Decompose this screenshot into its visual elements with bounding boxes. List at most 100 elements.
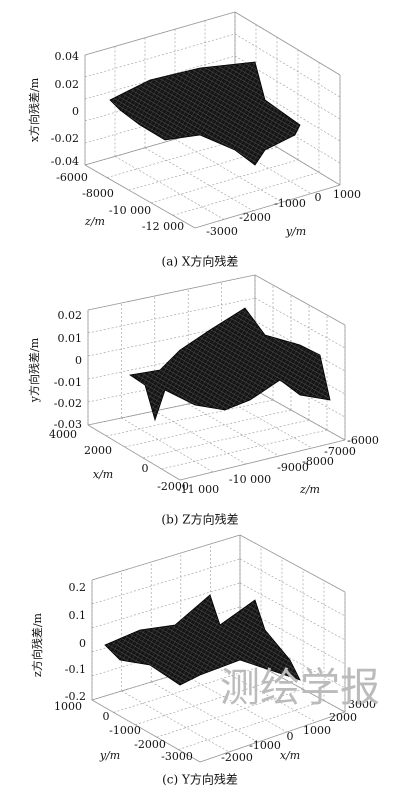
wall-grid bbox=[87, 297, 256, 334]
z-tick-label: 0.2 bbox=[69, 581, 87, 594]
right-tick-label: 2000 bbox=[329, 711, 357, 724]
right-tick-label: -3000 bbox=[206, 225, 238, 238]
left-tick-label: -8000 bbox=[82, 187, 114, 200]
box-edge bbox=[91, 534, 241, 581]
floor-grid bbox=[150, 159, 299, 204]
right-tick-label: 0 bbox=[287, 730, 294, 743]
right-tick-label: -10 000 bbox=[229, 473, 271, 486]
z-tick-label: 0.01 bbox=[58, 332, 83, 345]
right-axis-label: y/m bbox=[285, 225, 306, 238]
z-axis-label: x方向残差/m bbox=[27, 77, 41, 142]
wall-grid bbox=[91, 558, 241, 605]
z-tick-label: 0.1 bbox=[69, 609, 87, 622]
caption: (b) Z方向残差 bbox=[161, 512, 238, 527]
left-tick-label: -2000 bbox=[157, 480, 189, 493]
right-tick-label: -2000 bbox=[221, 751, 253, 764]
wall-grid bbox=[254, 320, 346, 372]
left-tick-label: 0 bbox=[103, 710, 110, 723]
right-tick-label: 1000 bbox=[333, 188, 361, 201]
z-tick-label: -0.2 bbox=[65, 690, 86, 703]
caption: (c) Y方向残差 bbox=[162, 772, 238, 787]
z-tick-label: 0 bbox=[79, 637, 86, 650]
z-axis-label: y方向残差/m bbox=[27, 337, 41, 403]
z-tick-label: 0.04 bbox=[55, 50, 80, 63]
left-axis-label: x/m bbox=[93, 468, 113, 481]
left-tick-label: -10 000 bbox=[109, 204, 151, 217]
box-edge bbox=[91, 699, 201, 763]
left-tick-label: 2000 bbox=[84, 444, 112, 457]
box-edge bbox=[234, 11, 341, 76]
left-tick-label: -2000 bbox=[134, 738, 166, 751]
wall-grid bbox=[87, 320, 256, 357]
floor-grid bbox=[188, 403, 280, 457]
floor-grid bbox=[174, 138, 283, 203]
z-tick-label: -0.04 bbox=[51, 155, 79, 168]
floor-grid bbox=[124, 409, 292, 448]
left-tick-label: 4000 bbox=[49, 428, 77, 441]
box-edge bbox=[199, 711, 346, 763]
watermark: 测绘学报 bbox=[220, 665, 380, 711]
box-edge bbox=[254, 274, 346, 326]
floor-grid bbox=[156, 688, 304, 738]
z-tick-label: -0.03 bbox=[54, 418, 82, 431]
floor-grid bbox=[121, 417, 214, 473]
box-edge bbox=[194, 184, 341, 229]
floor-grid bbox=[154, 410, 247, 465]
left-tick-label: 1000 bbox=[54, 700, 82, 713]
box-edge bbox=[84, 11, 236, 56]
z-tick-label: 0 bbox=[75, 354, 82, 367]
right-tick-label: 3000 bbox=[348, 698, 376, 711]
left-tick-label: 0 bbox=[142, 462, 149, 475]
right-tick-label: -6000 bbox=[347, 434, 379, 447]
box-edge bbox=[87, 424, 181, 481]
left-tick-label: -3000 bbox=[161, 750, 193, 763]
floor-grid bbox=[143, 419, 310, 459]
right-tick-label: -9000 bbox=[277, 461, 309, 474]
z-tick-label: 0.02 bbox=[58, 309, 83, 322]
right-tick-label: -2000 bbox=[239, 211, 271, 224]
floor-grid bbox=[178, 700, 325, 750]
right-tick-label: 1000 bbox=[303, 724, 331, 737]
floor-grid bbox=[113, 666, 262, 713]
floor-grid bbox=[180, 672, 288, 733]
floor-grid bbox=[121, 690, 230, 753]
floor-grid bbox=[210, 663, 317, 723]
z-tick-label: -0.02 bbox=[51, 132, 79, 145]
box-edge bbox=[239, 534, 346, 593]
floor-grid bbox=[135, 677, 283, 726]
floor-grid bbox=[161, 429, 328, 470]
wall-grid bbox=[91, 582, 241, 629]
surface-mesh bbox=[109, 61, 301, 166]
right-axis-label: x/m bbox=[280, 749, 300, 762]
floor-grid bbox=[172, 172, 320, 216]
left-tick-label: -6000 bbox=[56, 171, 88, 184]
z-tick-label: -0.02 bbox=[54, 397, 82, 410]
left-tick-label: -1000 bbox=[109, 724, 141, 737]
caption: (a) X方向残差 bbox=[162, 254, 239, 269]
floor-grid bbox=[144, 147, 254, 212]
z-axis-label: z方向残差/m bbox=[30, 612, 44, 677]
right-tick-label: -11 000 bbox=[177, 483, 219, 496]
right-tick-label: 0 bbox=[315, 191, 322, 204]
left-axis-label: z/m bbox=[84, 215, 105, 228]
right-axis-label: z/m bbox=[299, 483, 320, 496]
wall-grid bbox=[234, 33, 341, 98]
box-edge bbox=[179, 439, 346, 481]
surface-mesh bbox=[104, 594, 301, 686]
floor-grid bbox=[114, 156, 225, 220]
z-tick-label: -0.1 bbox=[65, 663, 86, 676]
right-tick-label: -1000 bbox=[274, 197, 306, 210]
right-tick-label: -7000 bbox=[324, 445, 356, 458]
wall-grid bbox=[254, 297, 346, 349]
z-tick-label: 0 bbox=[72, 105, 79, 118]
right-tick-label: -8000 bbox=[302, 455, 334, 468]
surface-mesh bbox=[128, 307, 331, 422]
z-tick-label: 0.02 bbox=[55, 78, 80, 91]
z-tick-label: -0.01 bbox=[54, 376, 82, 389]
floor-grid bbox=[106, 399, 274, 437]
left-tick-label: -12 000 bbox=[142, 220, 184, 233]
box-edge bbox=[87, 274, 256, 311]
box-edge bbox=[254, 389, 346, 441]
floor-grid bbox=[151, 681, 259, 743]
